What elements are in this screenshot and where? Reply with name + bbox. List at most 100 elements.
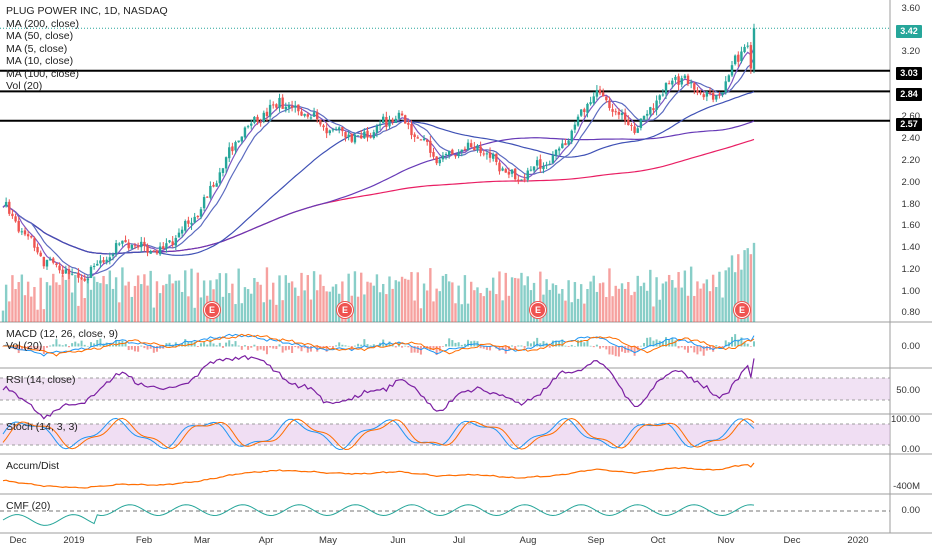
cmf-axis-zero: 0.00	[901, 505, 921, 516]
macd-histogram-bar	[630, 346, 633, 352]
volume-bar	[614, 285, 617, 322]
candle-body	[469, 143, 473, 148]
volume-bar	[256, 281, 259, 322]
candle-body	[275, 104, 278, 108]
volume-bar	[246, 289, 250, 322]
macd-histogram-bar	[737, 339, 740, 347]
candle-body	[58, 265, 61, 271]
macd-label[interactable]: MACD (12, 26, close, 9)	[6, 328, 119, 340]
ma10-line	[2, 57, 755, 276]
volume-bar	[743, 250, 746, 322]
earnings-marker[interactable]: E	[204, 302, 220, 318]
volume-bar	[372, 285, 375, 322]
volume-bar	[711, 274, 715, 322]
earnings-marker[interactable]: E	[734, 302, 750, 318]
cmf-label[interactable]: CMF (20)	[6, 500, 51, 512]
volume-bar	[658, 299, 661, 322]
candle-body	[155, 250, 159, 254]
candle-body	[23, 230, 27, 235]
candle-body	[325, 127, 328, 134]
volume-bar	[347, 273, 350, 322]
macd-vol-label[interactable]: Vol (20)	[6, 340, 43, 352]
macd-histogram-bar	[391, 344, 394, 347]
candle-body	[404, 115, 407, 124]
earnings-marker[interactable]: E	[337, 302, 353, 318]
candle-body	[715, 95, 718, 100]
volume-bar	[80, 277, 83, 322]
macd-histogram-bar	[460, 344, 463, 347]
volume-bar	[746, 248, 749, 322]
macd-histogram-bar	[168, 342, 171, 347]
candle-body	[246, 126, 250, 128]
candle-body	[649, 107, 652, 115]
volume-bar	[297, 295, 300, 322]
legend-ma50[interactable]: MA (50, close)	[6, 30, 74, 42]
candle-body	[419, 139, 423, 141]
volume-bar	[114, 277, 118, 322]
candle-body	[400, 113, 404, 116]
macd-histogram-bar	[633, 346, 636, 356]
ad-label[interactable]: Accum/Dist	[6, 460, 60, 472]
volume-bar	[366, 281, 369, 322]
candle-body	[215, 183, 218, 187]
volume-bar	[4, 284, 8, 322]
candle-body	[696, 90, 699, 93]
macd-histogram-bar	[599, 346, 602, 349]
volume-bar	[77, 305, 80, 322]
macd-histogram-bar	[96, 339, 99, 347]
earnings-marker[interactable]: E	[530, 302, 546, 318]
volume-bar	[554, 285, 558, 322]
candle-body	[199, 209, 203, 217]
legend-ma10[interactable]: MA (10, close)	[6, 55, 74, 67]
macd-histogram-bar	[133, 346, 136, 352]
volume-bar	[642, 282, 646, 322]
volume-bar	[491, 277, 495, 322]
candle-body	[605, 96, 608, 101]
candle-body	[319, 119, 322, 125]
candle-body	[614, 111, 617, 113]
candle-body	[206, 196, 209, 198]
candle-body	[683, 75, 687, 79]
volume-bar	[127, 281, 130, 322]
candle-body	[92, 265, 96, 267]
macd-histogram-bar	[23, 346, 26, 351]
volume-bar	[661, 283, 665, 322]
legend-ma5[interactable]: MA (5, close)	[6, 42, 68, 55]
volume-bar	[586, 289, 589, 322]
volume-bar	[683, 270, 687, 322]
macd-histogram-bar	[199, 343, 202, 347]
macd-histogram-bar	[743, 341, 746, 347]
chart-title: PLUG POWER INC, 1D, NASDAQ	[6, 5, 168, 17]
price-axis-tick: 2.00	[901, 176, 921, 188]
volume-bar	[605, 296, 608, 322]
volume-bar	[485, 287, 489, 322]
legend-ma100[interactable]: MA (100, close)	[6, 67, 79, 80]
price-axis-tick: 3.60	[901, 2, 921, 14]
indicator-legend: PLUG POWER INC, 1D, NASDAQ MA (200, clos…	[6, 5, 168, 93]
macd-histogram-bar	[325, 346, 328, 352]
volume-bar	[567, 280, 570, 322]
macd-histogram-bar	[652, 340, 655, 347]
legend-ma200[interactable]: MA (200, close)	[6, 17, 79, 30]
candle-body	[158, 246, 162, 255]
macd-histogram-bar	[99, 338, 102, 347]
legend-vol[interactable]: Vol (20)	[6, 80, 43, 92]
time-axis-tick: Apr	[258, 535, 274, 546]
macd-histogram-bar	[592, 346, 595, 348]
stoch-label[interactable]: Stoch (14, 3, 3)	[6, 421, 78, 433]
volume-bar	[234, 304, 237, 322]
candle-body	[601, 92, 605, 97]
candle-body	[482, 153, 485, 155]
volume-bar	[561, 289, 564, 322]
candle-body	[438, 159, 441, 164]
macd-histogram-bar	[52, 344, 55, 347]
candle-body	[375, 126, 379, 133]
macd-histogram-bar	[369, 345, 372, 347]
rsi-label[interactable]: RSI (14, close)	[6, 374, 76, 386]
volume-bar	[645, 290, 649, 322]
macd-histogram-bar	[143, 346, 146, 349]
candle-body	[510, 169, 514, 174]
volume-bar	[551, 283, 555, 322]
candle-body	[463, 148, 467, 150]
